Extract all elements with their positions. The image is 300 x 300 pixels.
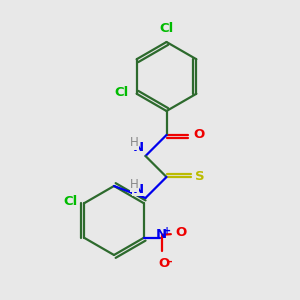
Text: O: O: [175, 226, 186, 239]
Text: H: H: [130, 178, 139, 191]
Text: O: O: [193, 128, 204, 142]
Text: Cl: Cl: [115, 86, 129, 99]
Text: H: H: [130, 136, 139, 149]
Text: N: N: [133, 141, 144, 154]
Text: O: O: [158, 257, 169, 270]
Text: Cl: Cl: [64, 195, 78, 208]
Text: +: +: [163, 226, 171, 236]
Text: Cl: Cl: [159, 22, 174, 34]
Text: N: N: [133, 183, 144, 196]
Text: S: S: [195, 170, 205, 184]
Text: N: N: [155, 228, 167, 241]
Text: -: -: [167, 257, 172, 267]
